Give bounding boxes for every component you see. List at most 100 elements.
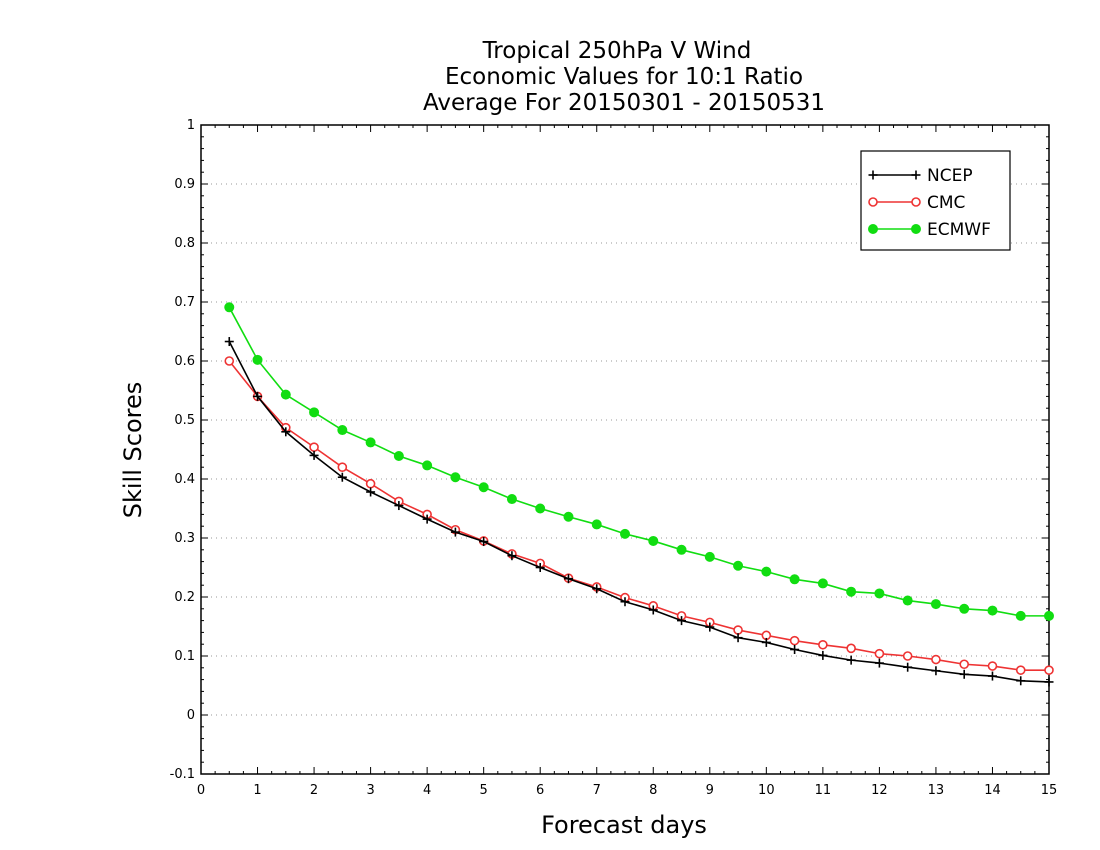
- data-point-ecmwf: [789, 574, 800, 585]
- data-point-ncep: [620, 597, 630, 607]
- series-ecmwf: [224, 302, 1054, 621]
- x-tick-label: 15: [1041, 783, 1058, 798]
- data-point-cmc: [874, 648, 885, 659]
- data-point-ecmwf: [450, 472, 461, 483]
- data-point-ncep: [366, 487, 376, 497]
- data-point-cmc: [959, 659, 970, 670]
- data-point-ecmwf: [337, 425, 348, 436]
- data-point-ncep: [592, 584, 602, 594]
- y-tick-label: 0.7: [174, 295, 195, 310]
- data-point-ncep: [337, 472, 347, 482]
- data-point-ncep: [563, 574, 573, 584]
- legend-item-ecmwf: ECMWF: [868, 220, 991, 240]
- tick-marks: [200, 124, 1050, 775]
- x-tick-label: 14: [984, 783, 1001, 798]
- series-line-cmc: [228, 360, 1049, 671]
- data-point-ncep: [281, 427, 291, 437]
- x-tick-label: 2: [310, 783, 318, 798]
- data-point-ncep: [224, 337, 234, 347]
- legend-item-cmc: CMC: [868, 193, 965, 213]
- data-point-ncep: [818, 650, 828, 660]
- x-axis-title: Forecast days: [541, 811, 707, 839]
- y-tick-label: 0.9: [174, 177, 195, 192]
- data-point-ncep: [790, 645, 800, 655]
- data-point-cmc: [987, 661, 998, 671]
- y-axis-title: Skill Scores: [119, 382, 147, 519]
- data-point-ecmwf: [704, 551, 715, 562]
- legend-label-cmc: CMC: [927, 193, 965, 213]
- gridlines: [201, 183, 1049, 716]
- series-line-ncep: [228, 341, 1050, 683]
- x-tick-label: 5: [480, 783, 488, 798]
- data-point-ncep: [535, 563, 545, 572]
- x-tick-label: 7: [593, 783, 601, 798]
- data-series: [224, 302, 1054, 687]
- legend-label-ecmwf: ECMWF: [927, 220, 991, 240]
- data-point-ecmwf: [846, 586, 857, 597]
- data-point-ecmwf: [591, 519, 602, 530]
- data-point-ncep: [903, 662, 913, 672]
- data-point-cmc: [365, 478, 376, 489]
- y-tick-label: 0.6: [174, 354, 195, 369]
- legend-marker-cmc: [911, 197, 921, 207]
- legend-label-ncep: NCEP: [927, 166, 973, 186]
- data-point-ecmwf: [676, 544, 687, 555]
- data-point-cmc: [733, 625, 743, 635]
- y-tick-label: 0.4: [174, 472, 195, 487]
- data-point-ecmwf: [309, 407, 320, 418]
- data-point-ecmwf: [506, 494, 517, 505]
- data-point-cmc: [846, 643, 856, 654]
- x-tick-label: 6: [536, 783, 544, 798]
- legend: NCEP CMC ECMWF: [860, 150, 1011, 251]
- data-point-ecmwf: [648, 535, 659, 546]
- data-point-ncep: [1016, 676, 1026, 686]
- x-tick-label: 13: [928, 783, 945, 798]
- data-point-ncep: [931, 666, 941, 676]
- data-point-cmc: [818, 639, 828, 650]
- data-point-ncep: [959, 669, 969, 679]
- data-point-ecmwf: [817, 578, 828, 589]
- data-point-ncep: [507, 551, 517, 561]
- data-point-ncep: [1044, 677, 1054, 687]
- data-point-ecmwf: [224, 302, 235, 313]
- y-tick-label: 1: [187, 118, 195, 133]
- data-point-cmc: [224, 356, 235, 366]
- data-point-ecmwf: [478, 482, 489, 493]
- legend-marker-ecmwf: [911, 224, 921, 234]
- data-point-ncep: [733, 633, 743, 643]
- data-point-ncep: [677, 616, 687, 626]
- data-point-cmc: [931, 654, 941, 665]
- data-point-cmc: [309, 442, 319, 452]
- tick-labels: 0 1 2 3 4 5 6 7 8 9 10 11 12 13 14 15-0.100.10.20.30.40…: [170, 118, 1058, 798]
- series-cmc: [224, 356, 1054, 675]
- data-point-ecmwf: [733, 560, 744, 571]
- data-point-ecmwf: [365, 437, 376, 448]
- legend-marker-cmc: [868, 197, 878, 207]
- x-tick-label: 10: [758, 783, 775, 798]
- data-point-ncep: [253, 391, 263, 401]
- data-point-ecmwf: [1015, 610, 1026, 621]
- data-point-ecmwf: [252, 354, 263, 365]
- data-point-ncep: [422, 514, 432, 524]
- y-tick-label: 0.1: [174, 649, 195, 664]
- y-tick-label: 0.8: [174, 236, 195, 251]
- data-point-ncep: [648, 605, 658, 615]
- series-ncep: [224, 337, 1054, 687]
- data-point-ncep: [309, 450, 319, 460]
- data-point-cmc: [337, 462, 348, 473]
- data-point-ncep: [479, 537, 489, 547]
- data-point-cmc: [789, 635, 800, 646]
- chart-title-line-1: Tropical 250hPa V Wind: [482, 38, 752, 64]
- data-point-ecmwf: [761, 566, 772, 577]
- y-tick-label: 0.2: [174, 590, 195, 605]
- data-point-ncep: [846, 655, 856, 665]
- data-point-ecmwf: [1044, 610, 1054, 621]
- data-point-ecmwf: [422, 460, 433, 471]
- legend-marker-ncep: [911, 170, 921, 180]
- data-point-ecmwf: [620, 528, 630, 539]
- legend-item-ncep: NCEP: [868, 166, 973, 186]
- data-point-ecmwf: [930, 599, 941, 610]
- legend-box: [860, 150, 1011, 251]
- x-tick-label: 12: [871, 783, 888, 798]
